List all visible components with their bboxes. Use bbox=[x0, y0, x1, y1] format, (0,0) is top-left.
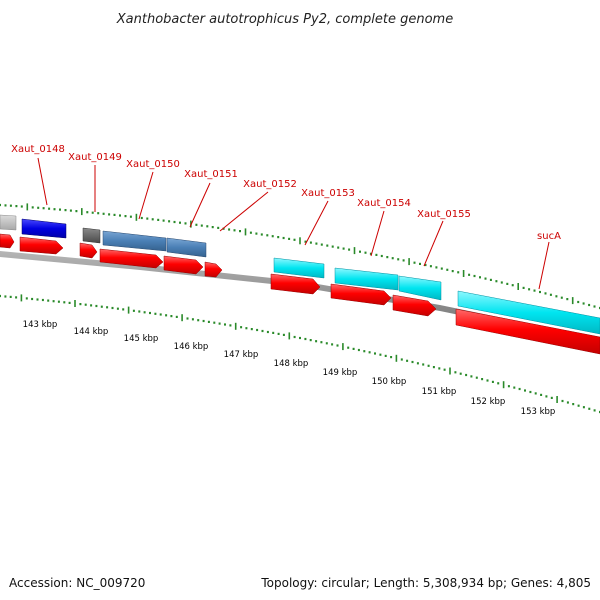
cds-track bbox=[0, 233, 600, 355]
cds-arrow bbox=[455, 308, 600, 355]
gene-label-xaut-0148: Xaut_0148 bbox=[11, 144, 65, 155]
leader-line bbox=[189, 182, 211, 228]
leader-line bbox=[370, 210, 385, 257]
genome-backbone bbox=[0, 251, 600, 344]
gene-label-suca: sucA bbox=[537, 231, 561, 242]
scale-label: 148 kbp bbox=[274, 359, 309, 369]
feature-track-upper bbox=[0, 214, 600, 335]
leader-line bbox=[538, 241, 550, 290]
cds-arrow bbox=[0, 233, 15, 249]
leader-line bbox=[304, 200, 329, 246]
cds-arrow bbox=[392, 294, 437, 317]
gene-label-xaut-0152: Xaut_0152 bbox=[243, 179, 297, 190]
scale-label: 144 kbp bbox=[74, 327, 109, 337]
feature-cyan-2 bbox=[334, 267, 399, 291]
cds-arrow bbox=[163, 255, 204, 275]
scale-labels: 143 kbp 144 kbp 145 kbp 146 kbp 147 kbp … bbox=[23, 320, 556, 417]
scale-label: 151 kbp bbox=[422, 387, 457, 397]
leader-line bbox=[219, 191, 269, 232]
feature-gray bbox=[82, 227, 101, 244]
leader-line bbox=[37, 157, 48, 206]
scale-label: 150 kbp bbox=[372, 377, 407, 387]
feature-cyan-3 bbox=[398, 275, 442, 301]
scale-label: 152 kbp bbox=[471, 397, 506, 407]
feature-cyan-1 bbox=[273, 257, 325, 279]
cds-arrow bbox=[19, 236, 64, 255]
cds-arrow bbox=[270, 273, 321, 295]
scale-label: 147 kbp bbox=[224, 350, 259, 360]
gene-label-xaut-0150: Xaut_0150 bbox=[126, 159, 180, 170]
lower-tick-row bbox=[0, 294, 600, 414]
cds-arrow bbox=[99, 248, 164, 269]
cds-arrow bbox=[204, 261, 223, 278]
gene-label-xaut-0153: Xaut_0153 bbox=[301, 188, 355, 199]
cds-arrow bbox=[79, 242, 98, 259]
gene-label-xaut-0149: Xaut_0149 bbox=[68, 152, 122, 163]
cds-arrow bbox=[330, 283, 392, 306]
feature-lightgray bbox=[0, 214, 17, 231]
feature-blue bbox=[21, 218, 67, 239]
gene-label-xaut-0154: Xaut_0154 bbox=[357, 198, 411, 209]
accession-text: Accession: NC_009720 bbox=[9, 576, 145, 590]
scale-label: 143 kbp bbox=[23, 320, 58, 330]
leader-line bbox=[138, 171, 154, 220]
scale-label: 149 kbp bbox=[323, 368, 358, 378]
upper-tick-row bbox=[0, 203, 600, 310]
feature-steel-1 bbox=[102, 230, 167, 252]
leader-line bbox=[423, 220, 444, 267]
gene-label-xaut-0155: Xaut_0155 bbox=[417, 209, 471, 220]
genome-summary-text: Topology: circular; Length: 5,308,934 bp… bbox=[260, 576, 591, 590]
map-title: Xanthobacter autotrophicus Py2, complete… bbox=[116, 12, 453, 27]
feature-cyan-4 bbox=[457, 290, 600, 335]
gene-label-xaut-0151: Xaut_0151 bbox=[184, 169, 238, 180]
gene-labels: Xaut_0148 Xaut_0149 Xaut_0150 Xaut_0151 … bbox=[11, 144, 561, 290]
scale-label: 145 kbp bbox=[124, 334, 159, 344]
scale-label: 153 kbp bbox=[521, 407, 556, 417]
scale-label: 146 kbp bbox=[174, 342, 209, 352]
feature-steel-2 bbox=[166, 237, 207, 258]
